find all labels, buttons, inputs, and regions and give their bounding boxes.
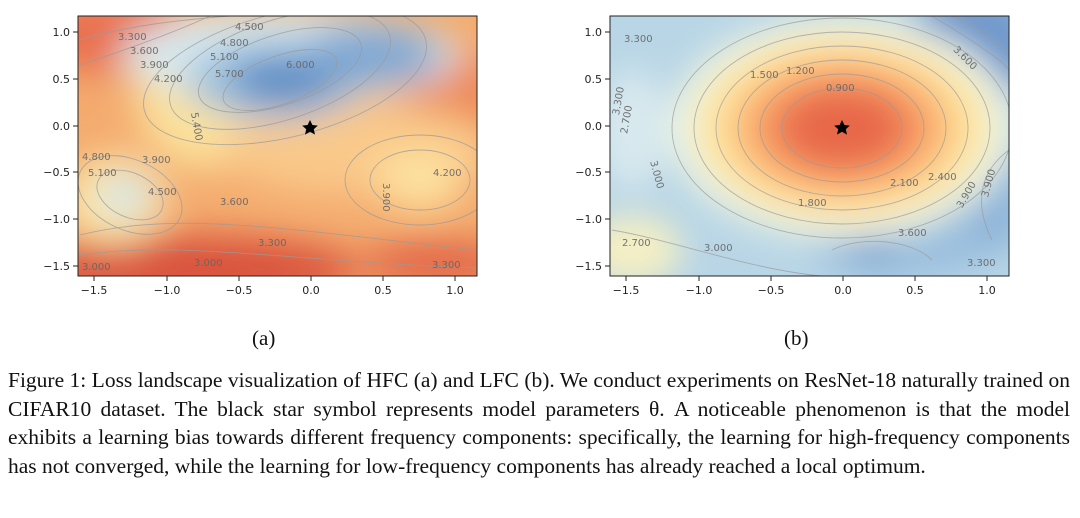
x-tick-label: −1.0: [686, 284, 713, 297]
contour-label: 3.600: [220, 197, 249, 208]
x-tick-label: −1.5: [613, 284, 640, 297]
y-tick-label: 1.0: [585, 26, 603, 39]
x-tick-label: 1.0: [978, 284, 996, 297]
axes-frame-b: [609, 15, 1010, 277]
contour-label: 2.700: [619, 105, 635, 135]
contour-label: 0.900: [826, 83, 855, 94]
x-tick-label: −0.5: [226, 284, 253, 297]
contour-label: 4.800: [220, 38, 249, 49]
contour-label: 5.700: [215, 69, 244, 80]
contour-label: 3.600: [130, 46, 159, 57]
y-tick-label: 0.0: [53, 120, 71, 133]
contour-label: 3.300: [624, 34, 653, 45]
contour-label: 4.800: [82, 152, 111, 163]
x-axis-ticks-a: −1.5 −1.0 −0.5 0.0 0.5 1.0: [81, 284, 464, 297]
contour-label: 4.500: [148, 187, 177, 198]
contour-label: 5.100: [210, 52, 239, 63]
contour-label: 3.300: [118, 32, 147, 43]
panel-label-a: (a): [252, 326, 276, 350]
contour-label: 3.900: [380, 183, 391, 212]
y-axis-ticks-b: 1.0 0.5 0.0 −0.5 −1.0 −1.5: [575, 26, 602, 273]
x-tick-label: 0.0: [834, 284, 852, 297]
contour-label: 3.000: [194, 258, 223, 269]
contour-label: 3.900: [140, 60, 169, 71]
star-marker-a: [302, 120, 318, 135]
contour-label: 3.300: [432, 260, 461, 271]
contour-label: 2.100: [890, 178, 919, 189]
x-axis-ticks-b: −1.5 −1.0 −0.5 0.0 0.5 1.0: [613, 284, 996, 297]
y-tick-label: −0.5: [43, 166, 70, 179]
heatmap-a: [78, 16, 477, 276]
x-tick-label: 0.0: [302, 284, 320, 297]
contour-label: 1.800: [798, 198, 827, 209]
contour-plot-b: 3.300 1.500 1.200 0.900 3.300 2.700 3.00…: [572, 0, 1022, 300]
contour-label: 5.400: [188, 112, 204, 142]
x-tick-label: 1.0: [446, 284, 464, 297]
contour-label: 1.200: [786, 66, 815, 77]
contour-label: 3.600: [898, 228, 927, 239]
x-tick-label: −1.5: [81, 284, 108, 297]
contour-label: 6.000: [286, 60, 315, 71]
x-tick-label: −1.0: [154, 284, 181, 297]
y-tick-label: −0.5: [575, 166, 602, 179]
contour-plot-a: 3.300 3.600 3.900 4.200 4.500 4.800 5.10…: [40, 0, 490, 300]
y-tick-label: −1.5: [575, 260, 602, 273]
y-axis-ticks-a: 1.0 0.5 0.0 −0.5 −1.0 −1.5: [43, 26, 70, 273]
contour-label: 3.300: [611, 86, 627, 116]
y-tick-label: 0.0: [585, 120, 603, 133]
y-tick-label: −1.5: [43, 260, 70, 273]
contour-label: 3.000: [704, 243, 733, 254]
star-marker-b: [834, 120, 850, 135]
contour-labels-a: 3.300 3.600 3.900 4.200 4.500 4.800 5.10…: [82, 22, 462, 273]
contour-label: 1.500: [750, 70, 779, 81]
y-tick-label: 0.5: [53, 73, 71, 86]
axes-frame-a: [77, 15, 478, 277]
x-tick-label: 0.5: [906, 284, 924, 297]
figure-caption: Figure 1: Loss landscape visualization o…: [8, 368, 1070, 478]
y-tick-label: −1.0: [575, 213, 602, 226]
contour-label: 3.000: [82, 262, 111, 273]
contour-label: 4.500: [235, 22, 264, 33]
contour-label: 3.300: [967, 258, 996, 269]
y-tick-label: −1.0: [43, 213, 70, 226]
contour-label: 2.700: [622, 238, 651, 249]
x-tick-label: 0.5: [374, 284, 392, 297]
contour-label: 3.300: [258, 238, 287, 249]
contour-label: 2.400: [928, 172, 957, 183]
contour-label: 5.100: [88, 168, 117, 179]
y-tick-label: 1.0: [53, 26, 71, 39]
contour-label: 3.900: [142, 155, 171, 166]
y-tick-label: 0.5: [585, 73, 603, 86]
panel-label-b: (b): [784, 326, 809, 350]
x-tick-label: −0.5: [758, 284, 785, 297]
contour-label: 4.200: [154, 74, 183, 85]
contour-label: 4.200: [433, 168, 462, 179]
